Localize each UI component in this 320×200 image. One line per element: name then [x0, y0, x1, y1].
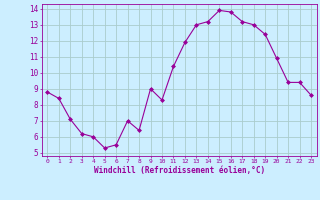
X-axis label: Windchill (Refroidissement éolien,°C): Windchill (Refroidissement éolien,°C)	[94, 166, 265, 175]
